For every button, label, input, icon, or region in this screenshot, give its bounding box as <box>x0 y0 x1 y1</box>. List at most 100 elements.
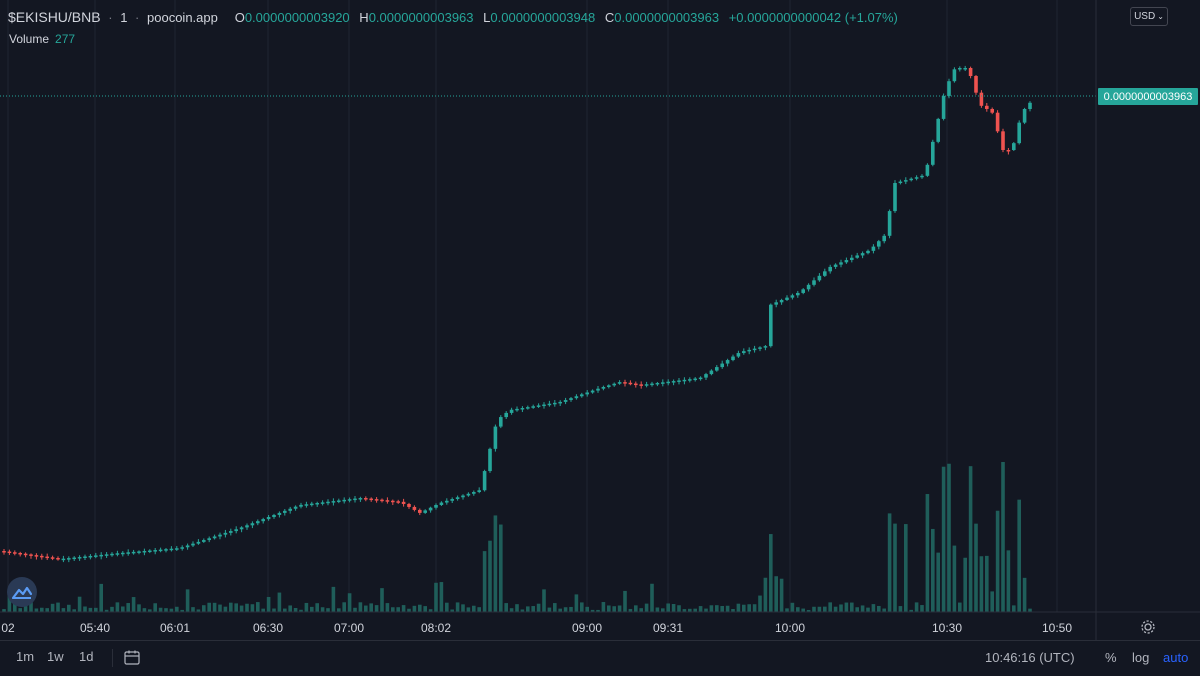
volume-bar <box>860 605 865 612</box>
close-label: C <box>604 10 615 25</box>
volume-bar <box>547 607 552 612</box>
volume-bar <box>180 609 184 612</box>
volume-bar <box>850 602 854 612</box>
candle-body <box>261 519 265 522</box>
auto-toggle[interactable]: auto <box>1163 650 1189 665</box>
volume-bar <box>2 609 6 612</box>
candle-body <box>212 536 217 539</box>
candle-body <box>482 471 487 491</box>
candle-body <box>445 500 449 503</box>
volume-bar <box>488 540 492 612</box>
volume-bar <box>515 604 519 612</box>
volume-bar <box>812 606 816 612</box>
candle-body <box>596 388 600 391</box>
volume-bar <box>418 604 422 612</box>
candle-body <box>963 68 967 70</box>
candle-body <box>283 510 287 513</box>
candle-body <box>7 551 12 554</box>
candle-body <box>790 295 795 298</box>
candle-body <box>1012 143 1016 150</box>
candle-body <box>682 379 687 382</box>
candle-body <box>169 548 174 551</box>
timeframe-1d[interactable]: 1d <box>79 649 94 664</box>
candle-body <box>99 554 103 557</box>
time-label: 09:00 <box>571 621 603 635</box>
candle-body <box>941 95 946 119</box>
utc-clock[interactable]: 10:46:16 (UTC) <box>985 650 1075 665</box>
symbol-name[interactable]: $EKISHU/BNB <box>8 9 101 25</box>
volume-bar <box>801 608 805 612</box>
candle-body <box>293 506 298 509</box>
volume-bar <box>369 603 373 612</box>
time-label: 10:50 <box>1041 621 1073 635</box>
candle-body <box>164 549 168 551</box>
candle-body <box>731 356 735 361</box>
volume-bar <box>455 602 460 612</box>
volume-bar <box>1012 605 1016 612</box>
volume-bar <box>963 557 967 612</box>
candle-body <box>288 508 292 511</box>
candle-body <box>353 498 357 501</box>
volume-bar <box>666 603 670 612</box>
volume-bar <box>947 463 951 612</box>
candle-body <box>385 500 390 502</box>
volume-bar <box>920 605 924 612</box>
candle-body <box>88 555 93 558</box>
change-value: +0.0000000000042 (+1.07%) <box>728 10 898 25</box>
timeframe-1m[interactable]: 1m <box>16 649 35 664</box>
percent-toggle[interactable]: % <box>1105 650 1117 665</box>
candle-body <box>526 407 530 409</box>
candle-body <box>569 398 573 401</box>
log-toggle[interactable]: log <box>1132 650 1150 665</box>
volume-bar <box>288 605 292 612</box>
volume-bar <box>315 603 319 612</box>
volume-bar <box>158 607 163 612</box>
candle-body <box>725 360 730 364</box>
volume-bar <box>266 596 271 612</box>
volume-bar <box>742 604 746 612</box>
candle-body <box>418 509 422 513</box>
candle-body <box>504 412 508 418</box>
candle-body <box>202 540 206 542</box>
go-to-date-icon[interactable] <box>124 650 141 666</box>
candle-body <box>644 384 649 386</box>
volume-bar <box>671 603 676 612</box>
volume-bar <box>628 608 633 612</box>
time-label: 10:30 <box>931 621 963 635</box>
tradingview-logo-icon[interactable] <box>7 577 37 607</box>
volume-bar <box>450 609 454 612</box>
volume-bar <box>121 606 125 612</box>
volume-bar <box>520 609 525 612</box>
volume-bar <box>898 606 903 612</box>
volume-bar <box>542 589 546 612</box>
high-label: H <box>359 10 369 25</box>
candle-body <box>61 558 66 561</box>
volume-bar <box>207 602 211 612</box>
gear-icon[interactable] <box>1139 618 1157 636</box>
volume-bar <box>337 608 341 612</box>
candle-body <box>126 552 130 554</box>
volume-bar <box>655 607 660 612</box>
candle-body <box>715 367 719 371</box>
volume-bar <box>774 576 778 612</box>
timeframe-1w[interactable]: 1w <box>47 649 64 664</box>
currency-select[interactable]: USD ⌄ <box>1130 7 1168 26</box>
candle-body <box>650 383 654 386</box>
volume-bar <box>574 594 579 612</box>
price-chart[interactable] <box>0 0 1200 640</box>
volume-bar <box>347 593 352 612</box>
volume-bar <box>234 603 238 612</box>
candle-body <box>266 517 271 520</box>
candle-body <box>812 280 816 285</box>
candle-body <box>979 92 984 106</box>
interval[interactable]: 1 <box>120 10 128 25</box>
candle-body <box>952 69 957 82</box>
volume-bar <box>985 555 989 612</box>
currency-label: USD <box>1134 11 1156 22</box>
volume-bar <box>623 590 627 612</box>
volume-bar <box>88 607 93 612</box>
volume-bar <box>958 602 962 612</box>
candle-body <box>601 386 606 389</box>
volume-bar <box>601 602 606 612</box>
volume-bar <box>77 596 82 612</box>
